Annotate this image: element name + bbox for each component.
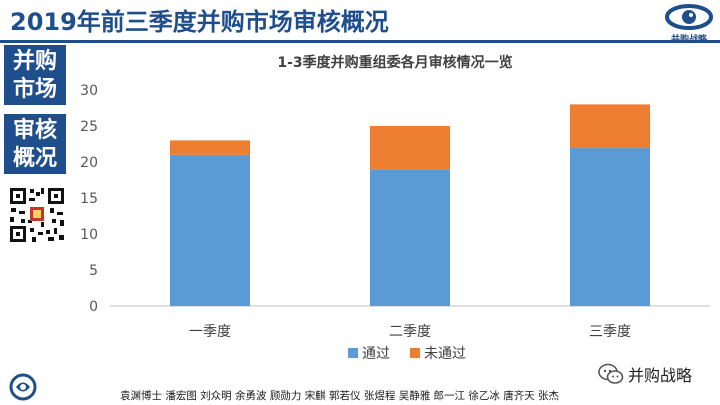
side-label-line: 并购	[12, 49, 57, 74]
author-names: 袁渊博士 潘宏图 刘众明 余勇波 顾勋力 宋麒 郭若仪 张煜程 吴静雅 郎一江 …	[120, 390, 560, 402]
side-label-market: 并购 市场	[4, 45, 66, 105]
chart-title: 1-3季度并购重组委各月审核情况一览	[277, 55, 513, 71]
side-label-line: 概况	[12, 146, 57, 171]
y-tick-label: 20	[80, 155, 98, 171]
slide-title: 2019年前三季度并购市场审核概况	[10, 8, 389, 36]
wechat-badge: 并购战略	[598, 362, 692, 386]
x-tick-label: 二季度	[389, 324, 431, 340]
brand-text: 并购战略	[670, 35, 707, 45]
legend-swatch	[410, 348, 420, 358]
y-tick-label: 10	[80, 227, 98, 243]
side-label-line: 市场	[12, 77, 57, 102]
wechat-label: 并购战略	[628, 366, 693, 385]
x-tick-label: 一季度	[189, 324, 231, 340]
company-logo-icon	[9, 373, 37, 401]
bar-segment	[570, 147, 650, 306]
legend-swatch	[348, 348, 358, 358]
side-label-review: 审核 概况	[4, 114, 66, 174]
y-tick-label: 0	[89, 299, 98, 315]
legend-label: 通过	[362, 346, 390, 362]
qr-code-icon	[8, 186, 66, 244]
bar-segment	[170, 140, 250, 155]
y-tick-label: 15	[80, 191, 98, 207]
bar-segment	[370, 169, 450, 306]
y-tick-label: 5	[89, 263, 98, 279]
bar-segment	[370, 126, 450, 170]
legend-label: 未通过	[424, 346, 466, 362]
y-tick-label: 30	[80, 83, 98, 99]
eye-logo-icon	[665, 4, 713, 30]
side-label-line: 审核	[12, 118, 57, 143]
y-tick-label: 25	[80, 119, 98, 135]
bar-segment	[170, 154, 250, 306]
title-rule	[0, 40, 720, 43]
bar-segment	[570, 104, 650, 148]
wechat-icon	[598, 363, 624, 384]
x-tick-label: 三季度	[589, 324, 631, 340]
